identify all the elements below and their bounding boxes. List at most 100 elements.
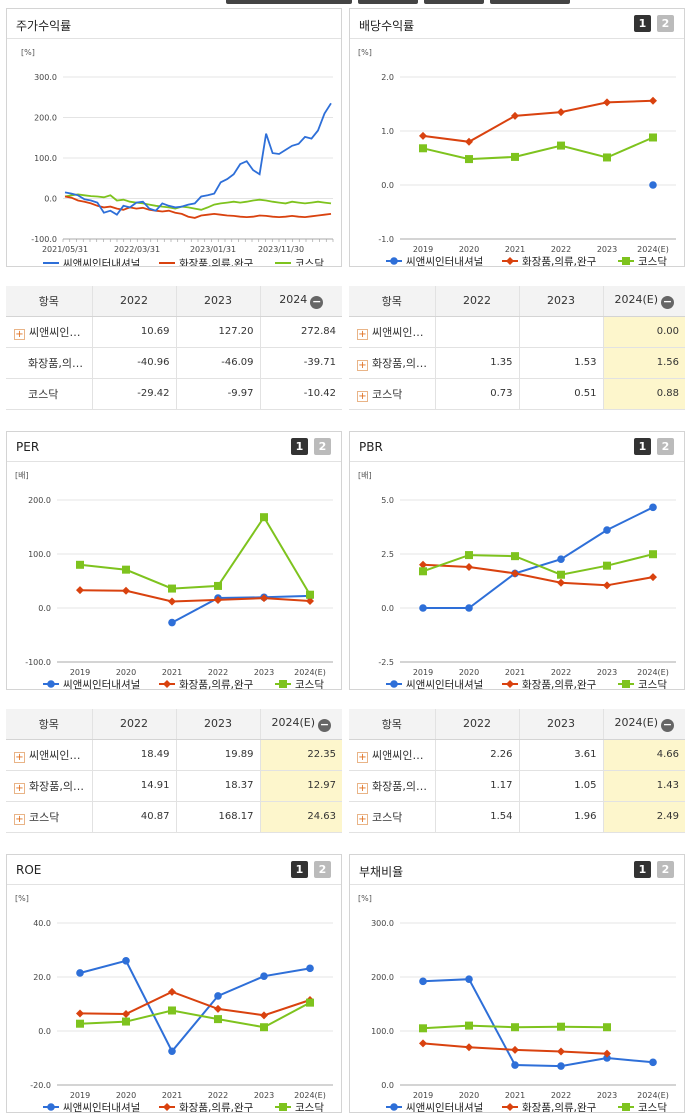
- row-label: + 씨앤씨인…: [349, 739, 435, 771]
- page-2-button[interactable]: 2: [314, 438, 331, 455]
- row-label-text: 씨앤씨인…: [372, 748, 424, 762]
- top-tab[interactable]: [358, 0, 418, 4]
- data-point: [306, 590, 314, 599]
- page-1-button[interactable]: 1: [634, 15, 651, 32]
- data-point: [419, 1039, 427, 1048]
- table-cell: -39.71: [259, 347, 342, 379]
- panel-header: PBR 1 2: [350, 432, 684, 462]
- series-line: [64, 193, 332, 211]
- series-line: [79, 1001, 311, 1029]
- pbr-table: 항목 2022 2023 2024(E) − + 씨앤씨인… 2.26 3.61 4.66 + 화장품…: [349, 709, 685, 833]
- table-row: + 씨앤씨인… 10.69 127.20 272.84: [6, 316, 342, 348]
- expand-icon[interactable]: +: [14, 813, 25, 825]
- per-table: 항목 2022 2023 2024(E) − + 씨앤씨인… 18.49 19.89 22.35 +…: [6, 709, 342, 833]
- expand-icon[interactable]: +: [357, 782, 368, 794]
- data-point: [649, 503, 657, 512]
- data-point: [214, 581, 222, 590]
- data-point: [419, 977, 427, 986]
- expand-icon[interactable]: +: [357, 390, 368, 402]
- x-tick-label: 2022: [551, 668, 571, 677]
- data-point: [465, 551, 473, 560]
- x-tick-label: 2024(E): [637, 245, 669, 254]
- expand-icon[interactable]: +: [357, 328, 368, 340]
- table-cell: 22.35: [259, 739, 342, 771]
- y-axis-unit: [%]: [21, 48, 35, 57]
- data-point: [622, 257, 630, 265]
- row-label-text: 코스닥: [372, 387, 403, 401]
- data-point: [465, 604, 473, 612]
- data-point: [390, 257, 398, 265]
- data-point: [557, 1047, 565, 1056]
- table-header-row: 항목 2022 2023 2024(E) −: [6, 709, 342, 740]
- collapse-icon[interactable]: −: [318, 717, 332, 732]
- panel-title: ROE: [16, 863, 42, 877]
- page-2-button[interactable]: 2: [657, 861, 674, 878]
- top-tab[interactable]: [490, 0, 570, 4]
- pager: 1 2: [634, 861, 674, 878]
- expand-icon[interactable]: +: [14, 328, 25, 340]
- y-tick-label: -20.0: [30, 1081, 51, 1090]
- table-row: + 씨앤씨인… 2.26 3.61 4.66: [349, 739, 685, 771]
- table-row: + 화장품,의… 1.17 1.05 1.43: [349, 770, 685, 802]
- x-tick-label: 2022/03/31: [114, 245, 160, 254]
- data-point: [279, 680, 287, 688]
- data-point: [419, 144, 427, 153]
- data-point: [168, 1006, 176, 1015]
- top-tab[interactable]: [424, 0, 484, 4]
- table-header-cell: 2024−: [259, 286, 342, 317]
- data-point: [465, 137, 473, 146]
- y-tick-label: 0.0: [38, 1027, 51, 1036]
- expand-icon[interactable]: +: [357, 751, 368, 763]
- table-cell: 0.51: [518, 378, 603, 410]
- table-cell: -46.09: [175, 347, 260, 379]
- series-line: [423, 506, 654, 609]
- y-tick-label: 0.0: [44, 195, 57, 204]
- collapse-icon[interactable]: −: [661, 717, 675, 732]
- page-1-button[interactable]: 1: [291, 861, 308, 878]
- legend-label: 화장품,의류,완구: [522, 1101, 597, 1113]
- page-1-button[interactable]: 1: [634, 438, 651, 455]
- data-point: [603, 1023, 611, 1032]
- x-tick-label: 2019: [70, 1091, 90, 1100]
- table-header-cell: 항목: [6, 709, 92, 740]
- data-point: [557, 1062, 565, 1070]
- legend-label: 화장품,의류,완구: [179, 257, 254, 267]
- data-point: [506, 257, 514, 265]
- top-tab[interactable]: [226, 0, 352, 4]
- page-1-button[interactable]: 1: [291, 438, 308, 455]
- page-2-button[interactable]: 2: [657, 438, 674, 455]
- data-point: [511, 569, 519, 578]
- expand-icon[interactable]: +: [14, 751, 25, 763]
- x-tick-label: 2021: [505, 245, 525, 254]
- legend-label: 코스닥: [638, 1102, 667, 1113]
- data-point: [390, 680, 398, 688]
- data-point: [306, 964, 314, 973]
- x-tick-label: 2019: [413, 668, 433, 677]
- page-1-button[interactable]: 1: [634, 861, 651, 878]
- expand-icon[interactable]: +: [357, 359, 368, 371]
- expand-icon[interactable]: +: [14, 782, 25, 794]
- page-2-button[interactable]: 2: [657, 15, 674, 32]
- data-point: [465, 1021, 473, 1030]
- data-point: [168, 597, 176, 606]
- table-row: 화장품,의… -40.96 -46.09 -39.71: [6, 347, 342, 379]
- data-point: [306, 596, 314, 605]
- collapse-icon[interactable]: −: [310, 294, 324, 309]
- x-tick-label: 2023: [597, 668, 617, 677]
- table-row: + 씨앤씨인… 18.49 19.89 22.35: [6, 739, 342, 771]
- collapse-icon[interactable]: −: [661, 294, 675, 309]
- x-tick-label: 2024(E): [294, 1091, 326, 1100]
- debt-ratio-chart: [%] 300.0 200.0 100.0 0.0 2019 2020 2021 2022 202…: [358, 894, 676, 1113]
- row-label-text: 화장품,의…: [29, 779, 84, 793]
- page-2-button[interactable]: 2: [314, 861, 331, 878]
- series-line: [422, 563, 654, 587]
- x-tick-label: 2019: [70, 668, 90, 677]
- per-chart: [배] 200.0 100.0 0.0 -100.0 2019 2020 2021 2022 20…: [15, 471, 333, 689]
- stock-return-panel: 주가수익률 [%] 300.0 200.0 100.0 0.0 -100.0 2021/05…: [6, 8, 342, 267]
- panel-title: 주가수익률: [16, 19, 72, 33]
- data-point: [76, 969, 84, 977]
- data-point: [649, 96, 657, 105]
- expand-icon[interactable]: +: [357, 813, 368, 825]
- data-point: [168, 584, 176, 593]
- table-header-cell: 2024(E) −: [259, 709, 342, 740]
